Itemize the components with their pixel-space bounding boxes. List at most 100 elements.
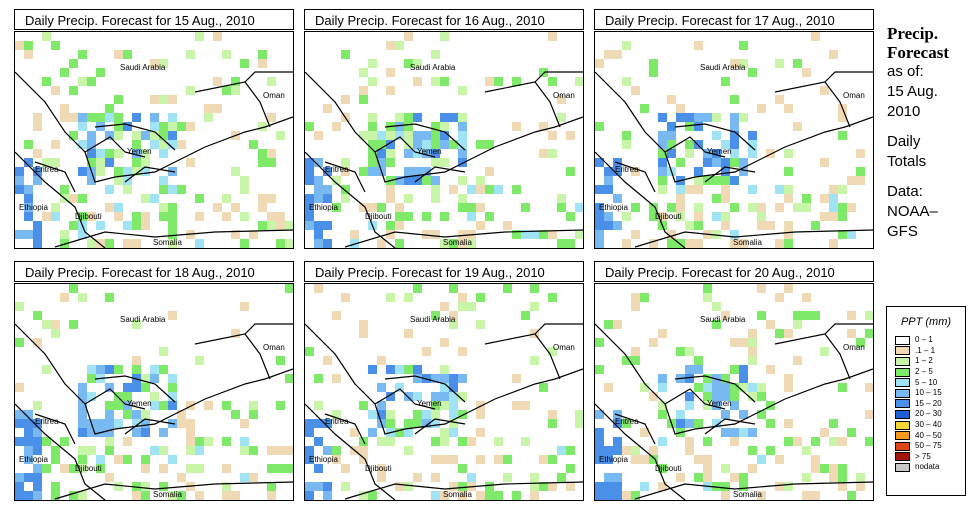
precip-cell — [141, 482, 150, 491]
precip-cell — [449, 113, 458, 122]
precip-cell — [159, 365, 168, 374]
precip-cell — [314, 158, 323, 167]
side-date-2: 2010 — [887, 103, 921, 120]
precip-cell — [404, 293, 413, 302]
precip-cell — [476, 203, 485, 212]
country-label-oman: Oman — [263, 91, 285, 100]
precip-cell — [395, 212, 404, 221]
precip-cell — [631, 86, 640, 95]
precip-cell — [613, 320, 622, 329]
precip-cell — [685, 149, 694, 158]
country-label-oman: Oman — [553, 91, 575, 100]
precip-cell — [51, 41, 60, 50]
precip-cell — [332, 446, 341, 455]
precip-cell — [604, 176, 613, 185]
precip-cell — [96, 149, 105, 158]
precip-cell — [359, 167, 368, 176]
precip-cell — [33, 401, 42, 410]
precip-cell — [141, 167, 150, 176]
precip-cell — [431, 374, 440, 383]
precip-cell — [595, 428, 604, 437]
precip-cell — [431, 311, 440, 320]
precip-cell — [757, 410, 766, 419]
precip-cell — [820, 158, 829, 167]
precip-cell — [267, 221, 276, 230]
precip-cell — [132, 410, 141, 419]
precip-cell — [105, 203, 114, 212]
precip-cell — [694, 122, 703, 131]
precip-cell — [476, 293, 485, 302]
precip-cell — [548, 455, 557, 464]
precip-cell — [177, 419, 186, 428]
precip-cell — [784, 329, 793, 338]
precip-cell — [258, 50, 267, 59]
precip-cell — [838, 464, 847, 473]
precip-cell — [458, 140, 467, 149]
precip-cell — [431, 455, 440, 464]
precip-cell — [78, 50, 87, 59]
precip-cell — [694, 185, 703, 194]
precip-cell — [431, 176, 440, 185]
precip-cell — [784, 239, 793, 248]
precip-cell — [24, 203, 33, 212]
precip-cell — [386, 185, 395, 194]
precip-cell — [314, 230, 323, 239]
country-label-eritrea: Eritrea — [35, 165, 59, 174]
precip-cell — [377, 401, 386, 410]
precip-cell — [305, 203, 314, 212]
precip-cell — [240, 176, 249, 185]
precip-cell — [721, 212, 730, 221]
precip-cell — [566, 464, 575, 473]
precip-cell — [377, 410, 386, 419]
legend-swatch — [895, 399, 910, 409]
precip-cell — [305, 176, 314, 185]
precip-cell — [33, 113, 42, 122]
precip-cell — [267, 491, 276, 500]
precip-cell — [658, 131, 667, 140]
precip-cell — [458, 86, 467, 95]
precip-cell — [422, 347, 431, 356]
precip-cell — [267, 149, 276, 158]
precip-cell — [78, 293, 87, 302]
precip-cell — [395, 428, 404, 437]
precip-cell — [694, 419, 703, 428]
boundary-line — [244, 333, 271, 380]
precip-cell — [721, 185, 730, 194]
precip-cell — [132, 383, 141, 392]
precip-cell — [332, 311, 341, 320]
precip-cell — [566, 446, 575, 455]
precip-cell — [458, 131, 467, 140]
precip-cell — [368, 167, 377, 176]
precip-cell — [105, 446, 114, 455]
boundary-line — [595, 151, 686, 248]
precip-cell — [685, 374, 694, 383]
precip-cell — [548, 149, 557, 158]
precip-cell — [685, 140, 694, 149]
precip-cell — [150, 59, 159, 68]
precip-cell — [231, 167, 240, 176]
precip-cell — [141, 221, 150, 230]
precip-cell — [595, 158, 604, 167]
precip-cell — [168, 122, 177, 131]
precip-cell — [721, 410, 730, 419]
boundary-line — [34, 161, 76, 193]
precip-cell — [530, 230, 539, 239]
precip-cell — [413, 131, 422, 140]
precip-cell — [377, 473, 386, 482]
legend-row: > 75 — [887, 452, 965, 463]
precip-cell — [114, 482, 123, 491]
precip-cell — [305, 347, 314, 356]
precip-cell — [168, 311, 177, 320]
precip-cell — [413, 410, 422, 419]
precip-cell — [276, 131, 285, 140]
precip-cell — [604, 455, 613, 464]
precip-cell — [739, 410, 748, 419]
precip-cell — [676, 410, 685, 419]
precip-cell — [87, 158, 96, 167]
boundary-line — [824, 333, 851, 380]
precip-cell — [476, 410, 485, 419]
precip-cell — [240, 185, 249, 194]
precip-cell — [712, 212, 721, 221]
precip-cell — [838, 185, 847, 194]
precip-cell — [820, 212, 829, 221]
